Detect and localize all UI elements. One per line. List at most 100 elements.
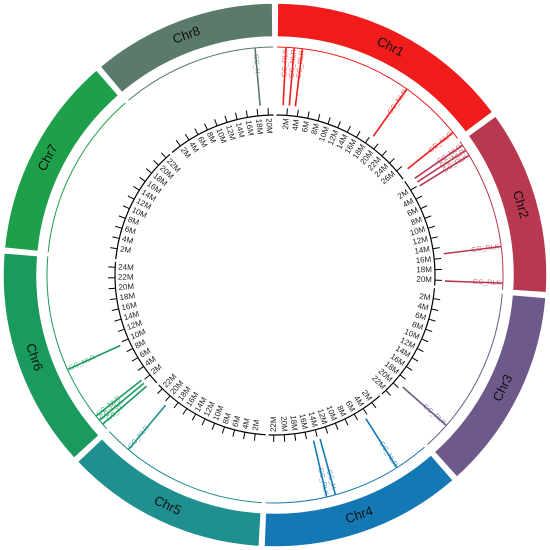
axis-arc [171,114,274,153]
tick-label: 22M [269,416,278,432]
axis-arc [114,261,158,384]
track-outline [276,46,458,139]
tick-mark [396,166,403,172]
axis-arc [268,395,381,436]
tick-label: 8M [410,215,424,227]
tick-mark [165,395,171,402]
tick-label: 16M [298,413,310,430]
chromosome-band [433,293,547,479]
tick-mark [108,287,116,290]
feature-label: GC_RLK [471,244,500,254]
tick-mark [224,115,228,123]
tick-mark [194,128,199,135]
track-outline [427,293,503,445]
tick-label: 14M [414,244,431,255]
chromosome-name: Chr2 [510,189,532,220]
tick-label: 4M [241,417,252,430]
chromosome-band [76,437,262,548]
axis-arc [381,288,436,395]
tick-mark [118,215,126,219]
feature-line [419,154,470,187]
tick-mark [115,225,123,229]
feature-label: GC_NLR [377,440,398,468]
tick-mark [371,402,377,409]
track-outline [108,431,262,504]
tick-label: 4M [291,119,302,132]
tick-mark [307,111,310,119]
tick-mark [296,109,299,117]
tick-mark [334,423,339,430]
tick-mark [392,382,399,388]
tick-mark [131,357,139,362]
tick-label: 6M [231,415,243,428]
chromosome-band [3,68,120,253]
chromosome-band [263,453,455,548]
tick-mark [317,113,321,121]
tick-label: 14M [234,121,247,139]
tick-mark [406,366,413,371]
tick-mark [362,408,368,415]
tick-mark [204,123,208,131]
tick-mark [353,413,359,421]
feature-line [444,280,503,284]
feature-label: GC_RLK [296,50,306,79]
feature-line [288,47,295,106]
chromosome-band [467,114,548,294]
tick-mark [427,225,435,229]
tick-label: 18M [416,265,432,275]
tick-mark [420,205,428,210]
tick-mark [112,236,120,239]
tick-label: 12M [412,234,430,246]
feature-label: GC_H [325,469,337,490]
tick-mark [153,160,159,166]
track-outline [46,256,107,430]
tick-mark [428,318,436,322]
tick-mark [356,131,361,138]
tick-mark [364,136,370,144]
chromosome-band [276,2,494,134]
tick-mark [111,308,119,311]
tick-mark [122,205,130,210]
tick-mark [137,366,144,371]
feature-line [443,245,502,255]
feature-line [372,88,408,137]
tick-mark [191,413,197,421]
tick-mark [173,402,179,409]
tick-label: 14M [123,309,141,322]
tick-mark [294,433,297,441]
tick-mark [201,418,206,426]
feature-line [95,379,142,417]
tick-mark [127,195,135,200]
tick-label: 16M [121,300,138,312]
feature-line [319,438,337,496]
tick-label: 2M [281,118,291,130]
tick-mark [324,426,329,434]
chromosome-band [98,2,274,94]
tick-mark [144,374,151,380]
tick-mark [232,429,236,437]
tick-label: 8M [205,131,218,145]
tick-label: 4M [417,301,430,312]
tick-mark [373,143,379,150]
feature-line [254,47,261,106]
tick-mark [133,186,140,191]
tick-label: 20M [264,118,274,134]
tick-mark [139,176,146,182]
tick-label: 16M [415,255,432,266]
tick-label: 8M [411,320,425,332]
tick-mark [160,152,167,159]
feature-line [365,418,398,469]
feature-line [98,382,145,421]
tick-mark [327,117,331,125]
track-outline [47,102,126,253]
tick-mark [245,110,248,118]
feature-line [416,149,467,183]
tick-label: 10M [409,224,427,237]
tick-label: 6M [300,120,311,133]
tick-mark [235,112,238,120]
tick-mark [145,168,152,174]
tick-mark [211,423,216,430]
tick-mark [286,108,288,116]
feature-label: GC_RLK [421,403,447,427]
